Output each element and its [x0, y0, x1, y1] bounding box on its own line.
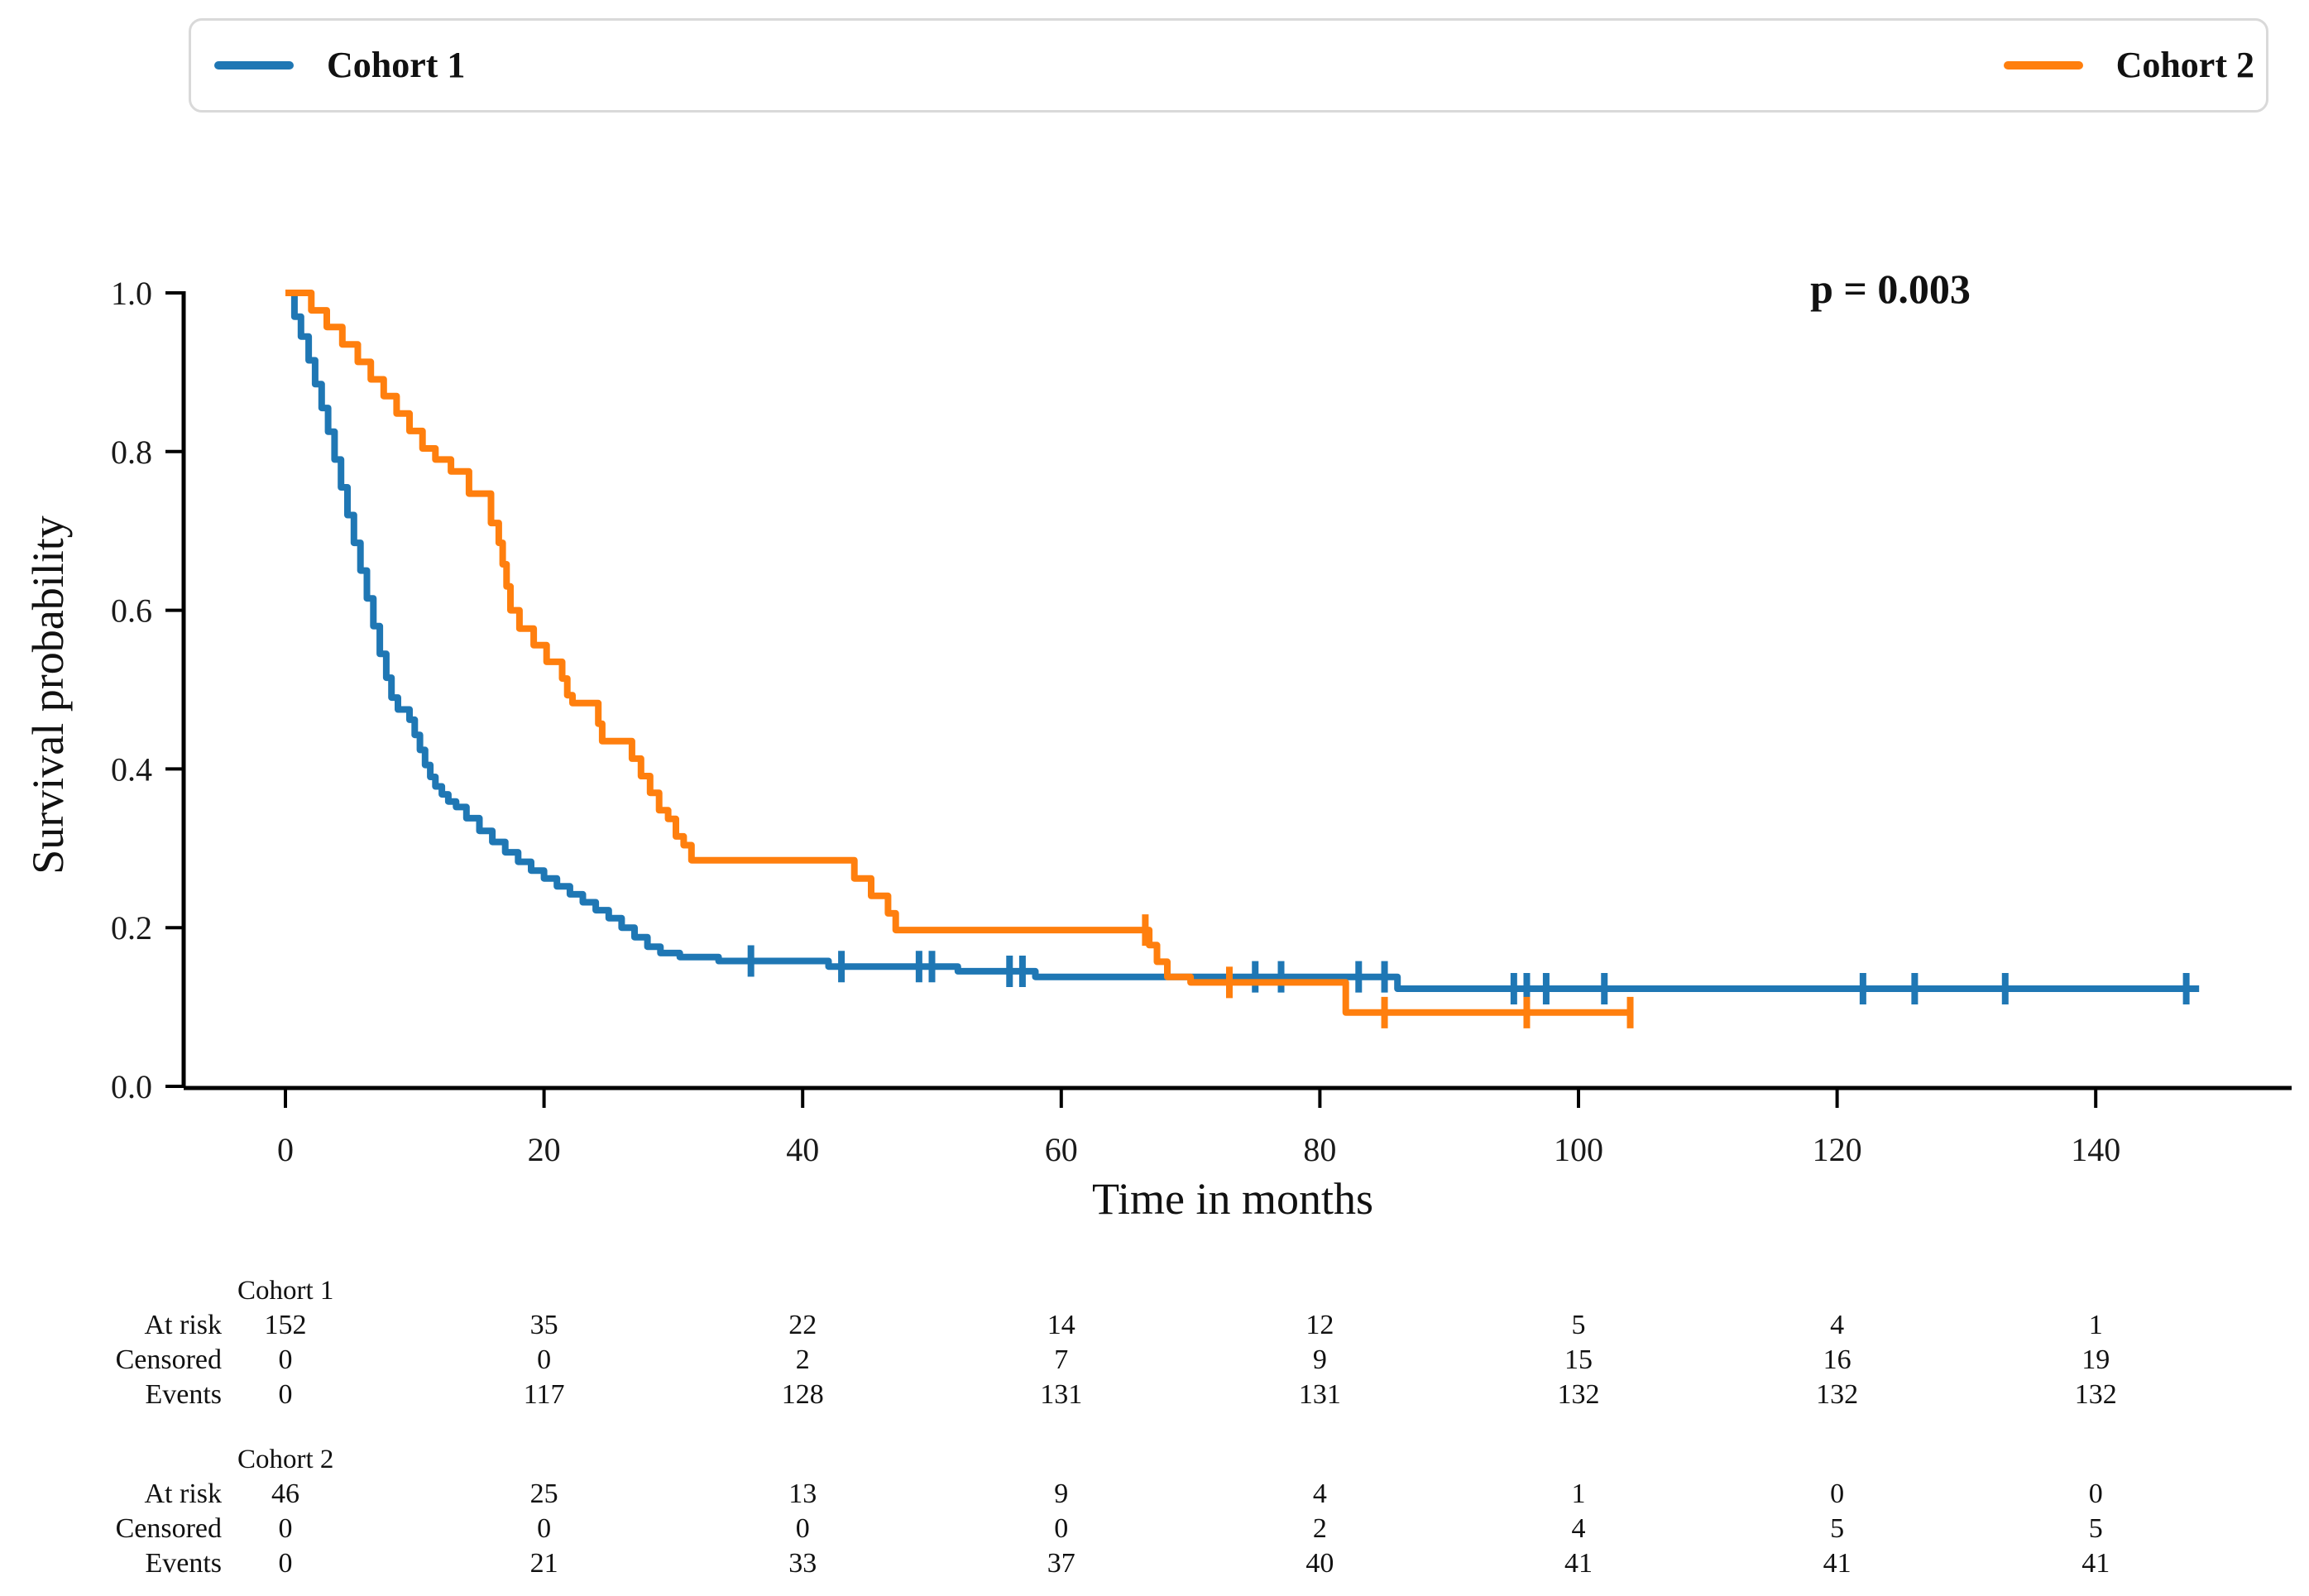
risk-value: 2 — [795, 1344, 810, 1375]
risk-row-label: Events — [145, 1379, 222, 1410]
risk-value: 1 — [2088, 1310, 2103, 1340]
risk-value: 0 — [2088, 1479, 2103, 1509]
x-tick-label: 80 — [1303, 1131, 1336, 1168]
risk-value: 0 — [795, 1513, 810, 1544]
risk-row-label: Events — [145, 1548, 222, 1579]
legend: Cohort 1 Cohort 2 — [189, 18, 2268, 113]
risk-value: 33 — [788, 1548, 817, 1579]
risk-row-label: At risk — [144, 1310, 223, 1340]
legend-item-cohort-2: Cohort 2 — [2003, 21, 2254, 110]
risk-value: 21 — [529, 1548, 558, 1579]
x-tick-label: 100 — [1554, 1131, 1603, 1168]
risk-value: 40 — [1305, 1548, 1334, 1579]
risk-value: 16 — [1823, 1344, 1852, 1375]
risk-value: 1 — [1571, 1479, 1586, 1509]
risk-value: 5 — [1830, 1513, 1845, 1544]
risk-value: 41 — [1823, 1548, 1852, 1579]
risk-group-title: Cohort 2 — [237, 1445, 334, 1474]
risk-value: 12 — [1305, 1310, 1334, 1340]
y-tick-label: 0.0 — [111, 1068, 152, 1105]
survival-curve-cohort-2 — [285, 290, 1631, 1016]
x-tick-label: 40 — [786, 1131, 819, 1168]
risk-value: 35 — [529, 1310, 558, 1340]
risk-value: 131 — [1040, 1379, 1083, 1410]
risk-value: 0 — [537, 1513, 552, 1544]
risk-value: 5 — [2088, 1513, 2103, 1544]
risk-row-label: Censored — [115, 1344, 222, 1375]
x-tick-label: 0 — [277, 1131, 294, 1168]
legend-label-cohort-2: Cohort 2 — [2115, 45, 2254, 85]
legend-item-cohort-1: Cohort 1 — [214, 21, 465, 110]
risk-value: 22 — [788, 1310, 817, 1340]
risk-value: 0 — [1830, 1479, 1845, 1509]
risk-value: 4 — [1571, 1513, 1586, 1544]
x-tick-label: 60 — [1045, 1131, 1078, 1168]
risk-value: 13 — [788, 1479, 817, 1509]
risk-value: 41 — [2081, 1548, 2110, 1579]
y-tick-label: 1.0 — [111, 275, 152, 312]
risk-value: 37 — [1047, 1548, 1075, 1579]
risk-value: 25 — [529, 1479, 558, 1509]
x-axis-label: Time in months — [1091, 1174, 1374, 1224]
risk-value: 4 — [1312, 1479, 1327, 1509]
y-tick-label: 0.4 — [111, 750, 152, 788]
risk-value: 7 — [1054, 1344, 1069, 1375]
risk-value: 132 — [1557, 1379, 1600, 1410]
risk-value: 4 — [1830, 1310, 1845, 1340]
risk-value: 152 — [264, 1310, 307, 1340]
risk-value: 14 — [1047, 1310, 1075, 1340]
risk-value: 0 — [1054, 1513, 1069, 1544]
y-tick-label: 0.2 — [111, 909, 152, 947]
risk-value: 0 — [278, 1379, 293, 1410]
risk-value: 2 — [1312, 1513, 1327, 1544]
risk-value: 132 — [2074, 1379, 2117, 1410]
risk-row-label: At risk — [144, 1479, 223, 1509]
risk-value: 15 — [1564, 1344, 1593, 1375]
risk-value: 132 — [1816, 1379, 1859, 1410]
risk-value: 5 — [1571, 1310, 1586, 1340]
risk-value: 117 — [523, 1379, 565, 1410]
x-tick-label: 140 — [2071, 1131, 2120, 1168]
risk-value: 46 — [271, 1479, 299, 1509]
risk-value: 0 — [278, 1513, 293, 1544]
y-tick-label: 0.6 — [111, 592, 152, 630]
risk-value: 9 — [1054, 1479, 1069, 1509]
cohort-2-line-swatch-icon — [2003, 61, 2083, 69]
x-tick-label: 20 — [528, 1131, 561, 1168]
risk-value: 0 — [278, 1548, 293, 1579]
p-value-annotation: p = 0.003 — [1810, 266, 1971, 312]
y-tick-label: 0.8 — [111, 434, 152, 471]
legend-label-cohort-1: Cohort 1 — [327, 45, 466, 85]
risk-value: 9 — [1312, 1344, 1327, 1375]
x-tick-label: 120 — [1813, 1131, 1862, 1168]
survival-curve-cohort-1 — [285, 290, 2200, 992]
risk-value: 131 — [1298, 1379, 1341, 1410]
risk-value: 19 — [2081, 1344, 2110, 1375]
risk-group-title: Cohort 1 — [237, 1276, 334, 1306]
risk-value: 128 — [781, 1379, 824, 1410]
risk-value: 0 — [537, 1344, 552, 1375]
risk-row-label: Censored — [115, 1513, 222, 1544]
risk-value: 41 — [1564, 1548, 1593, 1579]
risk-value: 0 — [278, 1344, 293, 1375]
cohort-1-line-swatch-icon — [214, 61, 294, 69]
